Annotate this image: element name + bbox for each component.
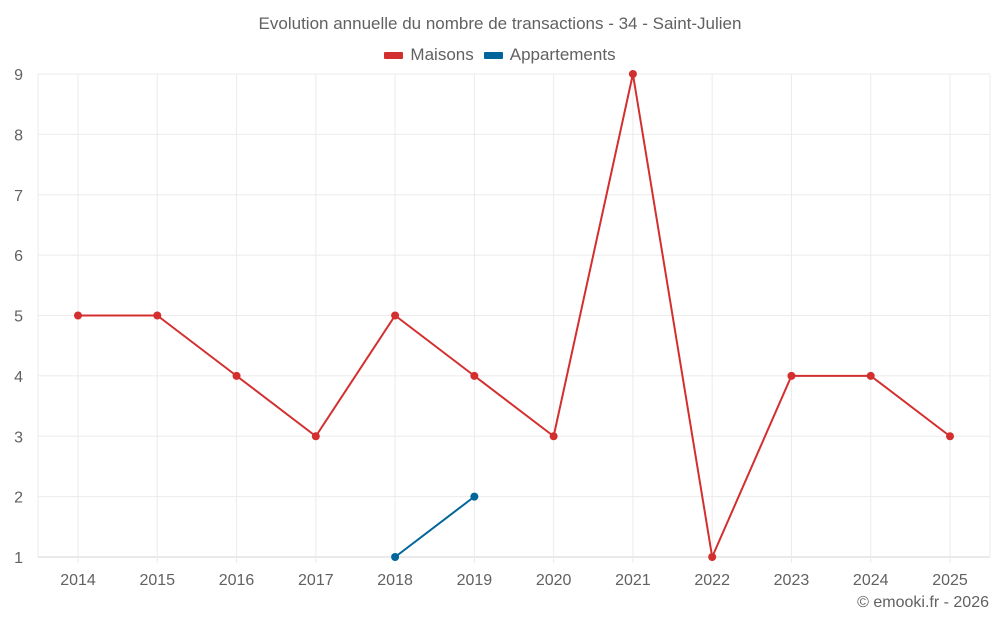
y-tick-label: 6 — [14, 248, 23, 265]
data-point[interactable] — [549, 432, 558, 441]
legend-swatch-appartements — [483, 51, 503, 59]
y-tick-label: 4 — [14, 369, 23, 386]
legend-label-maisons: Maisons — [410, 45, 474, 64]
data-point[interactable] — [391, 311, 400, 320]
grid-lines — [37, 73, 991, 563]
x-tick-label: 2019 — [457, 572, 493, 589]
series-maisons — [74, 70, 954, 561]
y-tick-label: 1 — [14, 550, 23, 567]
chart-title: Evolution annuelle du nombre de transact… — [258, 14, 742, 33]
data-point[interactable] — [946, 432, 954, 441]
x-tick-label: 2017 — [298, 572, 334, 589]
x-tick-label: 2018 — [377, 572, 413, 589]
x-tick-label: 2025 — [932, 572, 968, 589]
x-tick-label: 2024 — [853, 572, 889, 589]
data-point[interactable] — [628, 70, 637, 78]
y-tick-label: 5 — [14, 309, 23, 326]
data-point[interactable] — [74, 311, 82, 320]
y-tick-label: 9 — [14, 67, 23, 84]
x-tick-label: 2020 — [536, 572, 572, 589]
x-tick-label: 2022 — [694, 572, 730, 589]
data-point[interactable] — [787, 371, 796, 380]
data-point[interactable] — [311, 432, 320, 441]
y-tick-label: 8 — [14, 127, 23, 144]
data-point[interactable] — [391, 553, 400, 561]
y-tick-label: 3 — [14, 429, 23, 446]
legend-swatch-maisons — [384, 51, 404, 59]
x-tick-label: 2016 — [219, 572, 255, 589]
x-tick-label: 2014 — [60, 572, 96, 589]
x-tick-label: 2023 — [774, 572, 810, 589]
y-tick-label: 7 — [14, 188, 23, 205]
data-point[interactable] — [866, 371, 875, 380]
data-point[interactable] — [708, 553, 717, 561]
legend-label-appartements: Appartements — [509, 45, 616, 64]
chart-legend: Maisons Appartements — [0, 45, 1000, 65]
legend-item-appartements[interactable]: Appartements — [483, 45, 616, 65]
series-appartements — [391, 492, 479, 561]
data-point[interactable] — [470, 492, 479, 501]
data-point[interactable] — [232, 371, 241, 380]
y-tick-label: 2 — [14, 490, 23, 507]
copyright-credit: © emooki.fr - 2026 — [857, 594, 989, 611]
data-point[interactable] — [470, 371, 479, 380]
x-tick-label: 2021 — [615, 572, 651, 589]
x-tick-label: 2015 — [139, 572, 175, 589]
data-point[interactable] — [153, 311, 162, 320]
legend-item-maisons[interactable]: Maisons — [384, 45, 474, 65]
